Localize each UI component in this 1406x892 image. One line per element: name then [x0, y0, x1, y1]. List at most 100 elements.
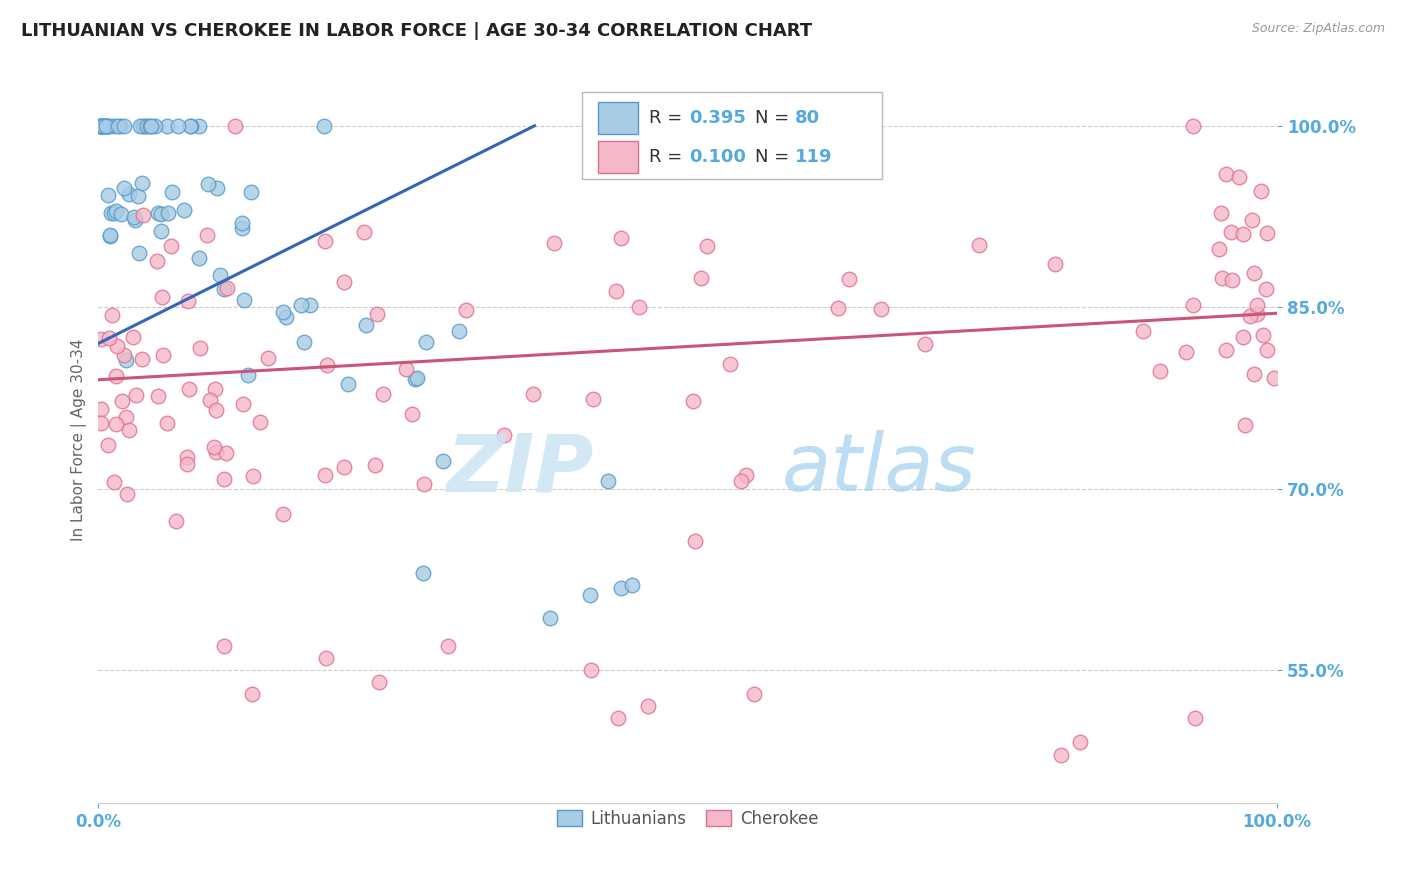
Point [176, 458, 198, 472]
Point [1243, 367, 1265, 381]
Point [292, 334, 315, 349]
Point [620, 578, 643, 592]
Point [96, 119, 118, 133]
Point [97, 331, 120, 345]
Point [187, 251, 209, 265]
Point [167, 119, 190, 133]
Point [607, 711, 630, 725]
Point [166, 514, 188, 528]
Point [627, 300, 650, 314]
Point [316, 359, 339, 373]
Point [274, 310, 297, 325]
Point [122, 210, 145, 224]
Point [160, 238, 183, 252]
Point [98, 229, 121, 244]
Point [742, 687, 765, 701]
Point [413, 476, 436, 491]
Point [150, 223, 173, 237]
Point [104, 203, 127, 218]
Point [93, 119, 115, 133]
Point [127, 188, 149, 202]
Point [100, 206, 122, 220]
Point [401, 407, 423, 421]
FancyBboxPatch shape [598, 142, 638, 173]
Point [406, 371, 429, 385]
Point [131, 177, 153, 191]
Point [131, 351, 153, 366]
Point [914, 336, 936, 351]
Point [1256, 343, 1278, 357]
Point [689, 271, 711, 285]
Point [1246, 307, 1268, 321]
Point [394, 361, 416, 376]
Point [581, 663, 603, 677]
Point [582, 392, 605, 406]
Point [315, 651, 337, 665]
Point [139, 119, 162, 133]
Point [1149, 364, 1171, 378]
Point [112, 119, 135, 133]
Point [205, 444, 228, 458]
Point [91, 119, 114, 133]
Point [1215, 167, 1237, 181]
Point [1254, 282, 1277, 296]
Point [105, 368, 128, 383]
Point [124, 213, 146, 227]
Point [432, 454, 454, 468]
Text: LITHUANIAN VS CHEROKEE IN LABOR FORCE | AGE 30-34 CORRELATION CHART: LITHUANIAN VS CHEROKEE IN LABOR FORCE | … [21, 22, 813, 40]
Point [143, 119, 166, 133]
Point [91, 119, 114, 133]
Point [146, 389, 169, 403]
FancyBboxPatch shape [582, 92, 882, 179]
Point [157, 206, 180, 220]
Point [1240, 213, 1263, 227]
Point [1182, 298, 1205, 312]
Point [195, 228, 218, 243]
Point [180, 119, 202, 133]
Point [1243, 266, 1265, 280]
Point [209, 268, 232, 282]
Point [240, 186, 263, 200]
Point [609, 231, 631, 245]
Point [1069, 735, 1091, 749]
Point [685, 534, 707, 549]
Point [314, 235, 336, 249]
Point [273, 508, 295, 522]
Point [412, 566, 434, 581]
Point [233, 293, 256, 307]
Point [1211, 206, 1233, 220]
Text: N =: N = [755, 148, 794, 166]
Point [105, 339, 128, 353]
Point [179, 119, 201, 133]
Point [232, 397, 254, 411]
Point [1182, 119, 1205, 133]
Point [543, 235, 565, 250]
Point [103, 119, 125, 133]
Point [217, 281, 239, 295]
Point [367, 675, 389, 690]
Point [336, 377, 359, 392]
Point [967, 238, 990, 252]
Point [90, 332, 112, 346]
Point [90, 417, 112, 431]
Point [1232, 330, 1254, 344]
Point [97, 119, 120, 133]
Point [1251, 328, 1274, 343]
Point [290, 297, 312, 311]
Point [91, 119, 114, 133]
Point [128, 246, 150, 260]
Point [271, 305, 294, 319]
Point [115, 486, 138, 500]
Point [838, 272, 860, 286]
Point [98, 228, 121, 243]
Point [249, 415, 271, 429]
Point [538, 611, 561, 625]
Point [579, 588, 602, 602]
Legend: Lithuanians, Cherokee: Lithuanians, Cherokee [551, 803, 825, 835]
Point [96, 119, 118, 133]
Point [176, 450, 198, 465]
Point [682, 394, 704, 409]
Point [212, 639, 235, 653]
Point [333, 460, 356, 475]
Point [366, 307, 388, 321]
